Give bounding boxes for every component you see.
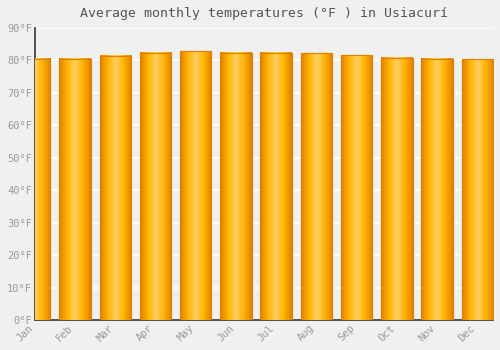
Bar [220,53,252,320]
Bar [422,58,453,320]
Bar [422,58,453,320]
Bar [100,56,131,320]
Bar [260,53,292,320]
Bar [381,58,412,320]
Bar [220,53,252,320]
Bar [60,58,90,320]
Bar [462,59,493,320]
Bar [100,56,131,320]
Bar [462,59,493,320]
Bar [260,53,292,320]
Bar [300,53,332,320]
Bar [341,55,372,320]
Bar [19,58,50,320]
Bar [180,51,212,320]
Bar [60,58,90,320]
Bar [381,58,412,320]
Bar [140,53,171,320]
Bar [140,53,171,320]
Bar [180,51,212,320]
Bar [19,58,50,320]
Title: Average monthly temperatures (°F ) in Usiacurí: Average monthly temperatures (°F ) in Us… [80,7,448,20]
Bar [300,53,332,320]
Bar [341,55,372,320]
